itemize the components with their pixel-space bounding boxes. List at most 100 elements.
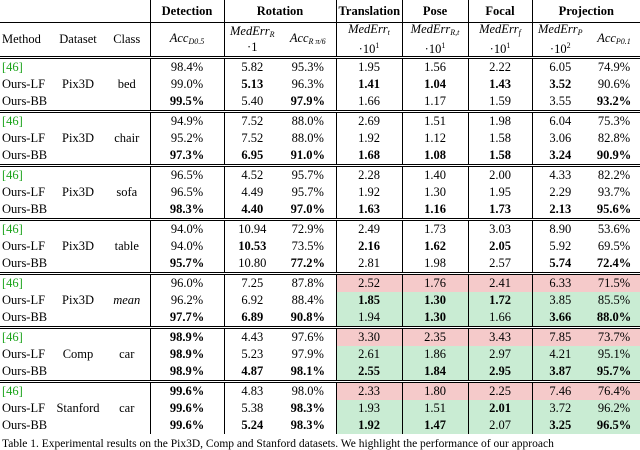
value-cell: 2.35 [401, 326, 468, 346]
value-cell: 95.2% [149, 130, 224, 147]
scale-factor: ·10 [424, 42, 442, 56]
class-cell [104, 164, 150, 184]
value-cell: 7.52 [223, 110, 280, 130]
value-cell: 96.3% [291, 77, 324, 91]
value-cell: 1.16 [401, 201, 468, 220]
method-cell: Ours-BB [2, 94, 48, 108]
method-cell: Ours-LF [2, 239, 46, 253]
column-header: Method [0, 22, 52, 58]
metric-subscript: P0.1 [615, 36, 631, 46]
class-cell: table [114, 239, 139, 253]
dataset-cell: Pix3D [62, 239, 94, 253]
table-row: Ours-LF Pix3D bed 99.0% 5.13 96.3% 1.41 1.04 1.4… [0, 76, 640, 93]
value-cell: 2.16 [335, 238, 402, 255]
table-row: Ours-LF Pix3D mean 96.2% 6.92 88.4% 1.85 1.30 1.… [0, 292, 640, 309]
value-cell: 4.87 [223, 363, 280, 382]
dataset-cell [52, 56, 104, 76]
metric-symbol: Acc [289, 30, 309, 45]
value-cell: 5.82 [223, 56, 280, 76]
value-cell: 3.25 [531, 417, 588, 434]
method-cell: [46] [0, 110, 52, 130]
value-cell: 1.51 [401, 110, 468, 130]
value-cell: 1.58 [467, 130, 532, 147]
dataset-cell [52, 363, 104, 382]
metric-subscript: R,t [450, 28, 460, 37]
method-cell: Ours-BB [2, 310, 48, 324]
value-cell: 88.0% [291, 131, 324, 145]
table-row: Ours-BB 98.9% 4.87 98.1% 2.55 1.84 2.95 3.87 95.… [0, 363, 640, 382]
metric-symbol: Acc [169, 30, 189, 45]
dataset-cell [52, 147, 104, 166]
value-cell: 6.92 [223, 292, 280, 309]
group-header: Projection [531, 0, 640, 23]
value-cell: 77.2% [290, 256, 325, 270]
table-row: Ours-LF Pix3D table 94.0% 10.53 73.5% 2.16 1.62… [0, 238, 640, 255]
value-cell: 1.63 [335, 201, 402, 220]
value-cell: 7.46 [531, 380, 588, 400]
value-cell: 5.38 [223, 400, 280, 417]
metric-subscript: R [269, 30, 275, 39]
method-cell: [46] [0, 218, 52, 238]
value-cell: 1.40 [401, 164, 468, 184]
dataset-cell: Pix3D [62, 185, 94, 199]
value-cell: 3.66 [531, 309, 588, 328]
table-row: Ours-BB 99.6% 5.24 98.3% 1.92 1.47 2.07 3.25 96.… [0, 417, 640, 434]
class-cell [104, 147, 150, 166]
metric-name: MedErrf [471, 24, 530, 40]
method-cell: [46] [0, 326, 52, 346]
value-cell: 97.7% [149, 309, 224, 328]
value-cell: 96.5% [149, 184, 224, 201]
value-cell: 6.04 [531, 110, 588, 130]
header-row: Method Dataset Class AccD0.5 MedErrR ·1 AccR π… [0, 22, 640, 58]
value-cell: 97.9% [291, 347, 324, 361]
value-cell: 98.3% [290, 418, 325, 432]
value-cell: 1.51 [401, 400, 468, 417]
value-cell: 1.72 [467, 292, 532, 309]
metric-header: AccD0.5 [149, 22, 224, 58]
value-cell: 5.24 [223, 417, 280, 434]
value-cell: 1.92 [335, 417, 402, 434]
value-cell: 98.9% [149, 346, 224, 363]
class-cell [104, 93, 150, 112]
table-row: Ours-LF Comp car 98.9% 5.23 97.9% 2.61 1.86 2.97… [0, 346, 640, 363]
value-cell: 91.0% [290, 148, 325, 162]
results-table: Detection Rotation Translation Pose Focal Pro… [0, 0, 640, 434]
value-cell: 1.73 [401, 218, 468, 238]
dataset-cell [52, 93, 104, 112]
value-cell: 1.59 [467, 93, 532, 112]
value-cell: 3.52 [531, 76, 588, 93]
value-cell: 1.92 [335, 184, 402, 201]
header-blank [0, 0, 150, 23]
value-cell: 97.0% [290, 202, 325, 216]
class-cell: sofa [116, 185, 138, 199]
value-cell: 2.00 [467, 164, 532, 184]
method-cell: Ours-LF [2, 347, 46, 361]
value-cell: 98.1% [290, 364, 325, 378]
class-cell [104, 201, 150, 220]
value-cell: 93.2% [596, 94, 632, 108]
value-cell: 90.9% [596, 148, 632, 162]
metric-header: AccR π/6 [280, 22, 336, 58]
metric-subscript: P [577, 28, 583, 37]
value-cell: 1.98 [401, 255, 468, 274]
value-cell: 3.43 [467, 326, 532, 346]
value-cell: 94.9% [149, 110, 224, 130]
metric-scale: ·102 [535, 39, 587, 56]
value-cell: 2.22 [467, 56, 532, 76]
value-cell: 1.08 [401, 147, 468, 166]
value-cell: 2.95 [467, 363, 532, 382]
value-cell: 53.6% [588, 218, 640, 238]
value-cell: 5.13 [223, 76, 280, 93]
dataset-cell: Comp [62, 347, 94, 361]
method-cell: Ours-BB [2, 256, 48, 270]
caption: Table 1. Experimental results on the Pix… [2, 438, 554, 450]
class-cell [104, 309, 150, 328]
metric-subscript: t [387, 28, 390, 37]
value-cell: 2.33 [335, 380, 402, 400]
metric-header: MedErrR,t ·101 [401, 22, 468, 58]
value-cell: 7.85 [531, 326, 588, 346]
method-cell: Ours-LF [2, 401, 46, 415]
value-cell: 3.55 [531, 93, 588, 112]
value-cell: 95.7% [291, 185, 324, 199]
value-cell: 99.6% [149, 400, 224, 417]
